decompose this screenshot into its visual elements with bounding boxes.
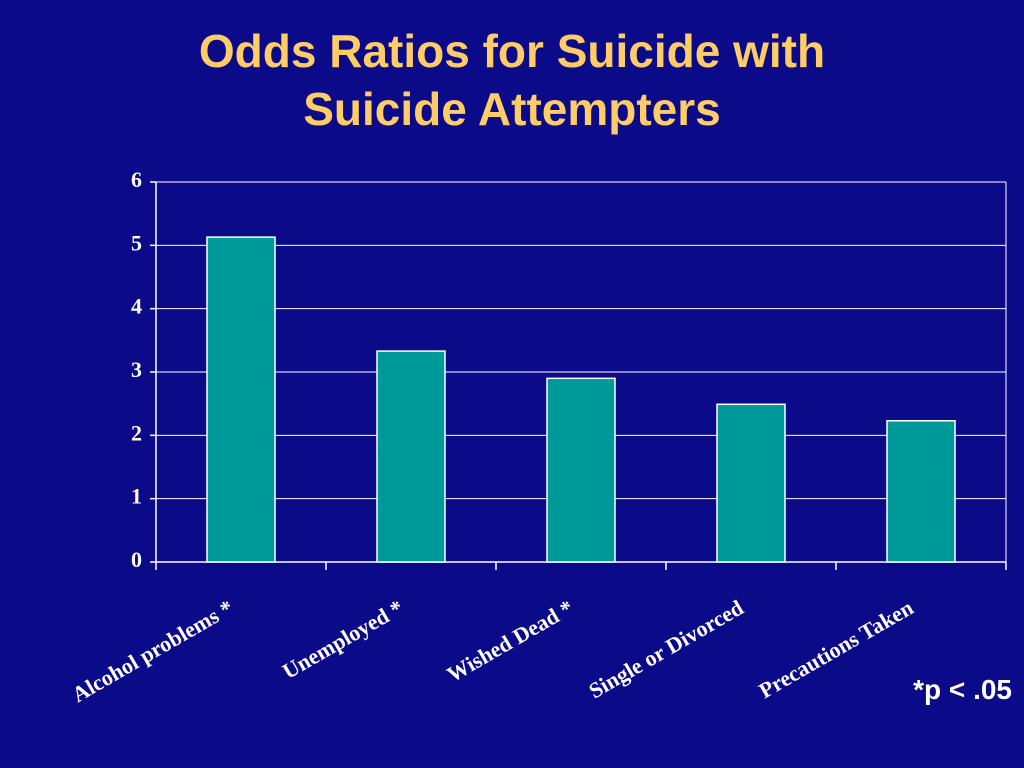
bar [376,350,446,563]
bar [886,420,956,563]
x-tick-label: Unemployed * [278,595,407,684]
x-tick-label: Alcohol problems * [68,595,238,708]
y-tick-label: 1 [131,484,142,509]
chart-title: Odds Ratios for Suicide with Suicide Att… [198,25,826,135]
bar [716,403,786,563]
y-tick-label: 5 [131,230,142,255]
y-tick-label: 2 [131,420,142,445]
annotation: *p < .05 [913,674,1012,705]
y-tick-label: 0 [131,547,142,572]
y-tick-label: 4 [131,294,142,319]
bar [546,377,616,563]
bar [206,236,276,563]
y-tick-label: 3 [131,357,142,382]
x-tick-label: Single or Divorced [584,595,747,704]
y-tick-label: 6 [131,167,142,192]
x-tick-label: Precautions Taken [754,595,917,704]
x-tick-label: Wished Dead * [443,595,578,687]
